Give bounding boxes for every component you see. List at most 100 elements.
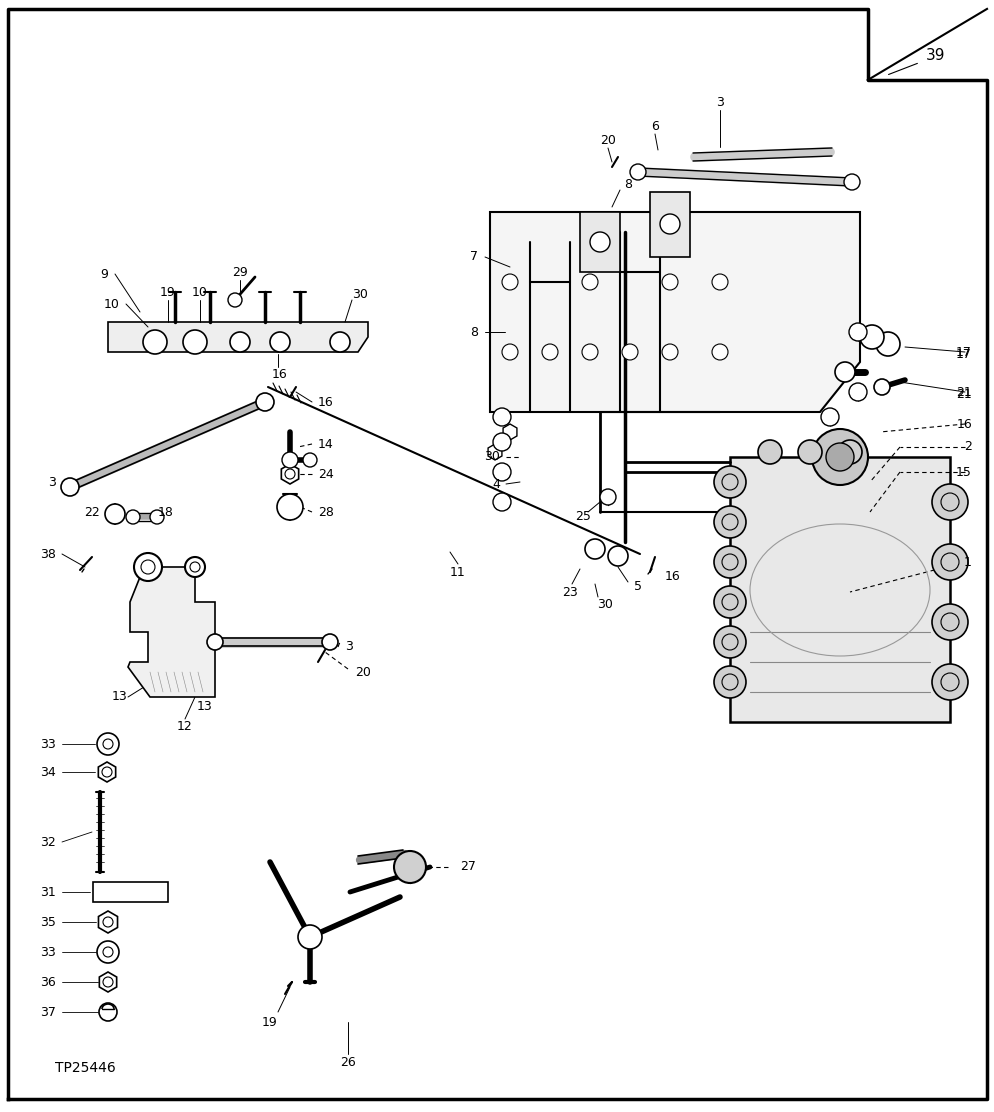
Text: 20: 20 <box>355 665 371 678</box>
Circle shape <box>714 466 746 498</box>
Text: 19: 19 <box>261 1015 277 1029</box>
Text: 19: 19 <box>160 286 176 298</box>
Text: 3: 3 <box>345 641 353 654</box>
Circle shape <box>607 546 627 566</box>
Circle shape <box>134 553 162 580</box>
Circle shape <box>757 440 781 464</box>
Text: 16: 16 <box>271 367 287 380</box>
Circle shape <box>126 510 140 524</box>
Text: 27: 27 <box>459 861 475 874</box>
Text: 33: 33 <box>40 945 56 959</box>
Circle shape <box>659 214 679 234</box>
Text: 30: 30 <box>596 597 612 610</box>
Polygon shape <box>580 212 619 272</box>
Text: 25: 25 <box>575 510 590 524</box>
Circle shape <box>230 332 249 353</box>
Circle shape <box>873 379 889 395</box>
Text: 3: 3 <box>48 476 56 488</box>
Text: 8: 8 <box>469 326 477 338</box>
Circle shape <box>255 393 273 411</box>
Circle shape <box>185 557 205 577</box>
Text: 34: 34 <box>40 765 56 778</box>
Circle shape <box>843 173 859 190</box>
Circle shape <box>931 484 967 520</box>
Circle shape <box>269 332 289 353</box>
Circle shape <box>797 440 821 464</box>
Text: 16: 16 <box>318 396 333 408</box>
Circle shape <box>714 626 746 658</box>
Circle shape <box>61 478 79 496</box>
Text: 30: 30 <box>484 450 500 464</box>
Text: 17: 17 <box>955 346 971 358</box>
Bar <box>730 457 949 722</box>
Circle shape <box>825 443 853 471</box>
Circle shape <box>875 332 900 356</box>
Circle shape <box>150 510 164 524</box>
Circle shape <box>502 344 518 360</box>
Circle shape <box>322 634 338 651</box>
Text: 28: 28 <box>318 506 334 518</box>
Text: 9: 9 <box>100 268 108 280</box>
Text: 10: 10 <box>192 286 208 298</box>
Circle shape <box>599 489 615 505</box>
Text: 38: 38 <box>40 547 56 560</box>
Text: 13: 13 <box>112 691 128 704</box>
Circle shape <box>714 546 746 578</box>
Text: 36: 36 <box>40 975 56 989</box>
Circle shape <box>492 433 511 451</box>
Circle shape <box>542 344 558 360</box>
Circle shape <box>848 322 866 341</box>
Polygon shape <box>108 322 368 353</box>
Circle shape <box>859 325 883 349</box>
Circle shape <box>931 544 967 580</box>
Text: TP25446: TP25446 <box>55 1061 115 1074</box>
Text: 3: 3 <box>716 96 724 109</box>
Circle shape <box>502 274 518 290</box>
Text: 22: 22 <box>84 506 100 518</box>
Text: 23: 23 <box>562 586 578 598</box>
Text: 39: 39 <box>924 48 944 63</box>
Circle shape <box>661 344 677 360</box>
Circle shape <box>492 463 511 481</box>
Circle shape <box>820 408 838 426</box>
Circle shape <box>183 330 207 354</box>
Text: 32: 32 <box>40 835 56 848</box>
Text: 13: 13 <box>197 701 213 714</box>
Circle shape <box>276 494 303 520</box>
Circle shape <box>297 925 322 949</box>
Circle shape <box>712 274 728 290</box>
Text: 33: 33 <box>40 737 56 751</box>
Circle shape <box>589 232 609 252</box>
Polygon shape <box>489 212 859 413</box>
Text: 16: 16 <box>664 570 680 584</box>
Text: 10: 10 <box>104 298 120 310</box>
Circle shape <box>714 506 746 538</box>
Circle shape <box>394 851 425 883</box>
Text: 21: 21 <box>955 387 971 400</box>
Text: 12: 12 <box>177 721 193 734</box>
Circle shape <box>105 504 125 524</box>
Text: 11: 11 <box>449 566 465 578</box>
Text: 30: 30 <box>352 288 368 300</box>
Circle shape <box>834 363 854 383</box>
Polygon shape <box>649 192 689 257</box>
Circle shape <box>811 429 867 485</box>
Circle shape <box>207 634 223 651</box>
Circle shape <box>228 292 242 307</box>
Text: 35: 35 <box>40 915 56 929</box>
Circle shape <box>714 586 746 618</box>
Circle shape <box>712 344 728 360</box>
Text: 21: 21 <box>955 386 971 398</box>
Text: 29: 29 <box>232 266 248 278</box>
Text: 18: 18 <box>158 506 174 518</box>
Circle shape <box>661 274 677 290</box>
Circle shape <box>143 330 167 354</box>
Circle shape <box>492 408 511 426</box>
Text: 8: 8 <box>623 178 631 190</box>
Text: 17: 17 <box>955 347 971 360</box>
Text: 2: 2 <box>963 440 971 454</box>
Circle shape <box>848 383 866 401</box>
Circle shape <box>303 453 317 467</box>
Text: 24: 24 <box>318 467 333 480</box>
Text: 6: 6 <box>650 120 658 133</box>
